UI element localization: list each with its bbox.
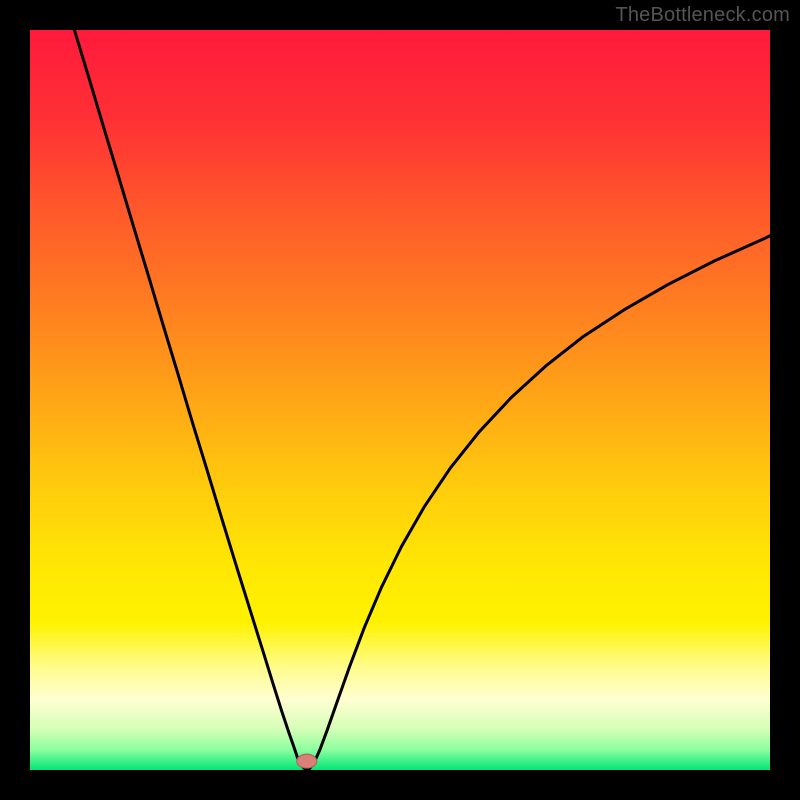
- plot-area: [30, 30, 770, 770]
- minimum-marker: [297, 754, 317, 768]
- watermark-text: TheBottleneck.com: [615, 4, 790, 27]
- gradient-background: [30, 30, 770, 770]
- curve-layer: [30, 30, 770, 770]
- chart-canvas: TheBottleneck.com: [0, 0, 800, 800]
